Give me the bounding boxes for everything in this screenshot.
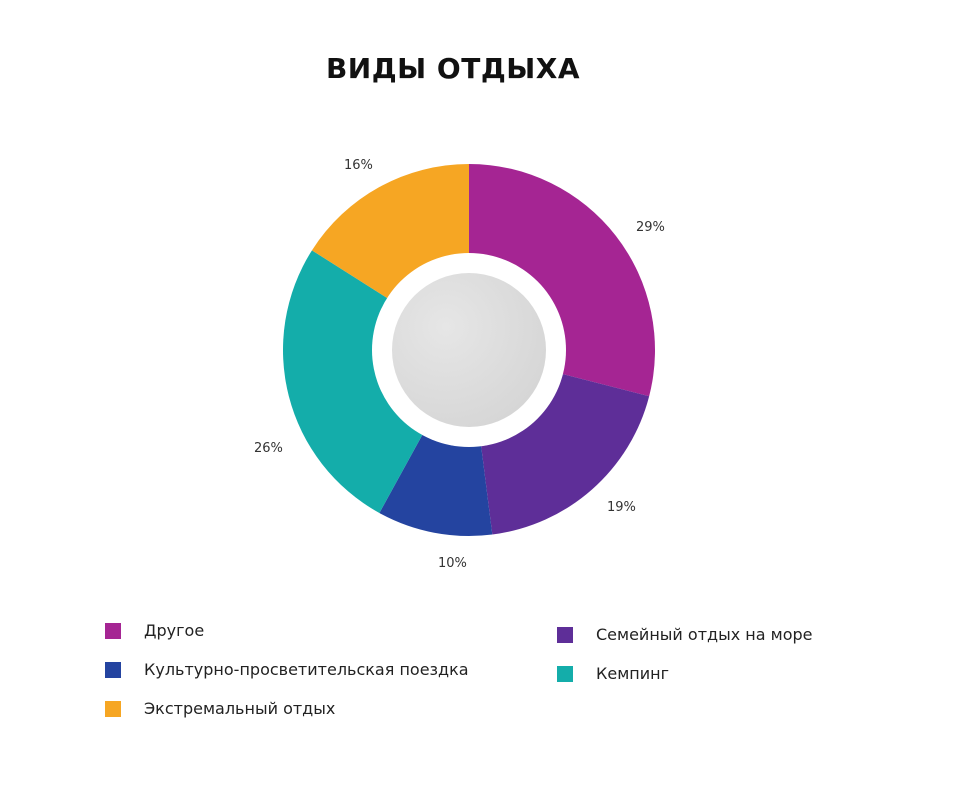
- legend-label: Экстремальный отдых: [144, 699, 336, 718]
- chart-title: ВИДЫ ОТДЫХА: [325, 52, 581, 85]
- legend-swatch-icon: [105, 700, 121, 717]
- legend-item-cultural: Культурно-просветительская поездка: [105, 660, 469, 679]
- legend-swatch-icon: [105, 622, 121, 639]
- legend-item-other: Другое: [105, 621, 204, 640]
- legend-swatch-icon: [105, 661, 121, 678]
- slice-label-extreme: 16%: [344, 158, 373, 173]
- legend-swatch-icon: [557, 665, 573, 682]
- legend-label: Другое: [144, 621, 205, 640]
- legend-item-extreme: Экстремальный отдых: [105, 699, 335, 718]
- slice-label-family-sea: 19%: [607, 500, 636, 515]
- legend-label: Кемпинг: [596, 664, 669, 683]
- slice-label-other: 29%: [636, 220, 665, 235]
- legend-item-family-sea: Семейный отдых на море: [557, 625, 812, 644]
- donut-slice: [283, 250, 469, 513]
- center-disc: [392, 273, 546, 427]
- slice-label-camping: 26%: [254, 441, 283, 456]
- legend-label: Семейный отдых на море: [596, 625, 813, 644]
- legend-item-camping: Кемпинг: [557, 664, 669, 683]
- legend-label: Культурно-просветительская поездка: [144, 660, 469, 679]
- slice-label-cultural: 10%: [438, 556, 467, 571]
- legend-swatch-icon: [557, 626, 573, 643]
